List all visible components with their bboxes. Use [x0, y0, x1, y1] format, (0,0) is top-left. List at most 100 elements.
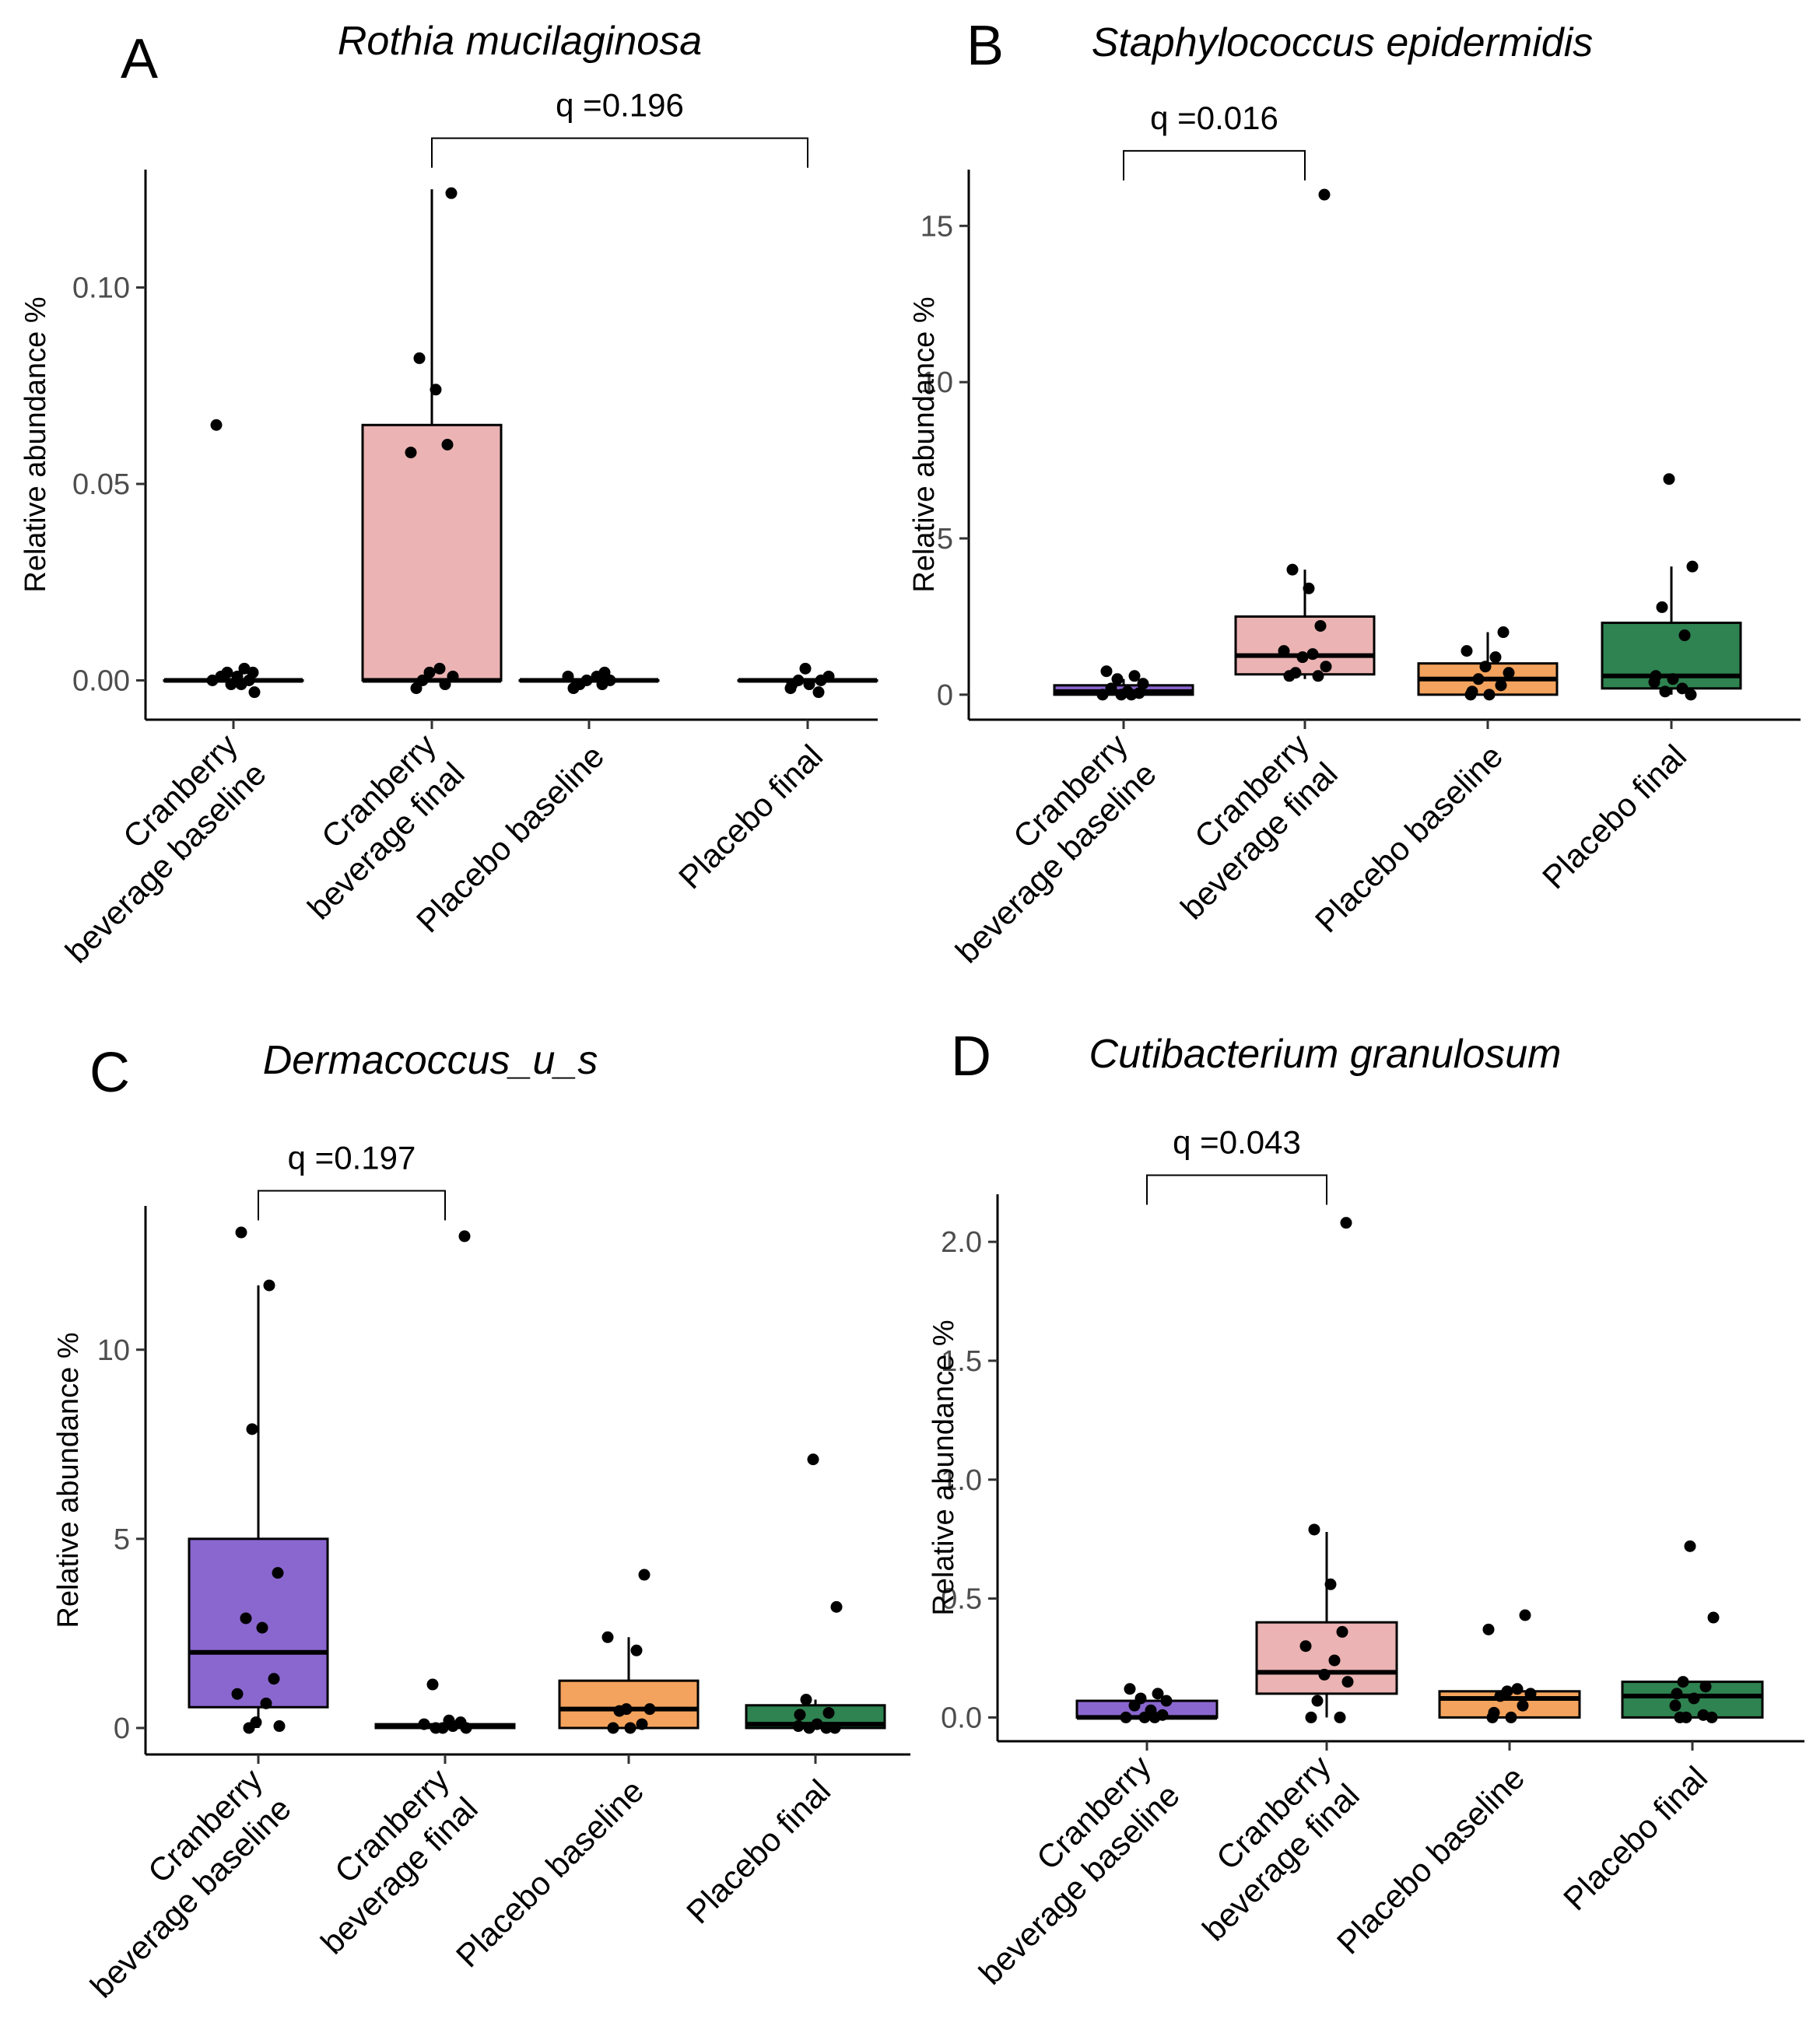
- data-point: [1495, 679, 1507, 692]
- y-tick-label: 0.05: [72, 468, 130, 501]
- data-point: [1479, 661, 1492, 673]
- data-point: [1138, 1711, 1151, 1723]
- data-point: [1676, 682, 1688, 695]
- data-point: [562, 670, 574, 682]
- data-point: [1137, 678, 1149, 690]
- chart-title: Rothia mucilaginosa: [338, 19, 702, 64]
- data-point: [1124, 1683, 1136, 1695]
- data-point: [1305, 1711, 1317, 1723]
- data-point: [636, 1718, 648, 1730]
- x-tick-label: Placebo final: [672, 738, 829, 896]
- data-point: [643, 1703, 656, 1716]
- y-tick-label: 0: [937, 679, 953, 712]
- panel-letter: D: [951, 1025, 991, 1088]
- panel-letter: C: [89, 1042, 130, 1104]
- x-tick-label: Cranberrybeverage final: [285, 1761, 485, 1961]
- x-tick-label: Cranberrybeverage baseline: [54, 1761, 298, 2005]
- data-point: [243, 1722, 255, 1734]
- data-point: [1483, 689, 1496, 701]
- data-point: [439, 678, 451, 691]
- data-point: [430, 1722, 442, 1734]
- y-axis-label: Relative abundance %: [52, 1332, 85, 1628]
- data-point: [794, 1709, 806, 1721]
- data-point: [1296, 651, 1309, 664]
- panel-c: C Dermacoccus_u_s 0 5 10 Relative abundance %…: [52, 1038, 910, 2005]
- q-value-label: q =0.016: [1150, 100, 1278, 136]
- data-point: [1482, 1623, 1495, 1635]
- data-point: [1707, 1611, 1720, 1624]
- x-tick-label: Cranberrybeverage baseline: [920, 727, 1163, 970]
- data-point: [613, 1705, 626, 1717]
- data-point: [1128, 670, 1141, 682]
- data-point: [1100, 665, 1113, 678]
- significance-bracket: [258, 1190, 446, 1221]
- box-cranberry-baseline: [188, 1537, 329, 1709]
- y-tick-label: 5: [937, 523, 953, 556]
- x-tick-label: Placebo baseline: [1308, 738, 1510, 939]
- data-point: [210, 419, 223, 431]
- data-point: [1648, 676, 1660, 689]
- data-point: [638, 1569, 651, 1581]
- data-point: [815, 675, 827, 686]
- y-tick-label: 0: [114, 1712, 130, 1745]
- y-tick-label: 0.10: [72, 272, 130, 305]
- data-point: [829, 1722, 841, 1734]
- data-point: [1686, 560, 1699, 573]
- data-point: [1115, 689, 1127, 701]
- y-tick-label: 10: [921, 366, 953, 399]
- data-point: [1096, 689, 1109, 701]
- data-point: [1677, 1676, 1689, 1688]
- data-point: [1494, 1690, 1506, 1702]
- data-point: [1120, 1711, 1132, 1723]
- data-point: [784, 682, 797, 695]
- q-value-label: q =0.043: [1173, 1124, 1301, 1161]
- data-point: [1324, 1578, 1337, 1590]
- data-point: [1105, 682, 1117, 695]
- data-point: [460, 1722, 472, 1734]
- data-point: [1303, 582, 1315, 594]
- data-point: [1125, 689, 1138, 701]
- data-point: [1314, 619, 1327, 632]
- data-point: [240, 1612, 252, 1625]
- significance-bracket: [1123, 149, 1306, 181]
- data-point: [1341, 1676, 1354, 1688]
- data-point: [1111, 673, 1124, 685]
- data-point: [820, 1722, 833, 1734]
- data-point: [433, 662, 446, 675]
- data-point: [1160, 1695, 1173, 1707]
- significance-bracket: [1146, 1174, 1327, 1205]
- data-point: [1318, 188, 1331, 201]
- data-point: [799, 662, 812, 675]
- data-point: [1472, 673, 1485, 685]
- data-point: [1312, 670, 1324, 682]
- data-point: [225, 678, 237, 691]
- data-point: [426, 1678, 439, 1691]
- data-point: [416, 675, 429, 686]
- data-point: [445, 187, 458, 199]
- data-point: [1659, 685, 1671, 698]
- data-point: [601, 1631, 614, 1643]
- data-point: [803, 1722, 815, 1734]
- data-point: [1667, 673, 1679, 685]
- panel-b: B Staphylococcus epidermidis 0 5 10 15 Relativ…: [908, 15, 1801, 970]
- y-axis-label: Relative abundance %: [928, 1320, 960, 1615]
- data-point: [1486, 1711, 1499, 1723]
- data-point: [1334, 1711, 1346, 1723]
- data-point: [1497, 626, 1510, 639]
- data-point: [447, 670, 459, 682]
- data-point: [607, 1722, 619, 1734]
- data-point: [1328, 1654, 1341, 1667]
- data-point: [830, 1600, 843, 1613]
- data-point: [1278, 645, 1290, 657]
- data-point: [812, 686, 825, 699]
- data-point: [1464, 689, 1477, 701]
- data-point: [256, 1621, 268, 1634]
- x-tick-label: Placebo final: [679, 1772, 837, 1930]
- data-point: [803, 678, 815, 691]
- data-point: [235, 1226, 247, 1239]
- data-point: [630, 1644, 643, 1656]
- data-point: [246, 1423, 258, 1435]
- data-point: [1336, 1625, 1348, 1638]
- box-cranberry-final: [361, 423, 503, 682]
- data-point: [413, 352, 426, 364]
